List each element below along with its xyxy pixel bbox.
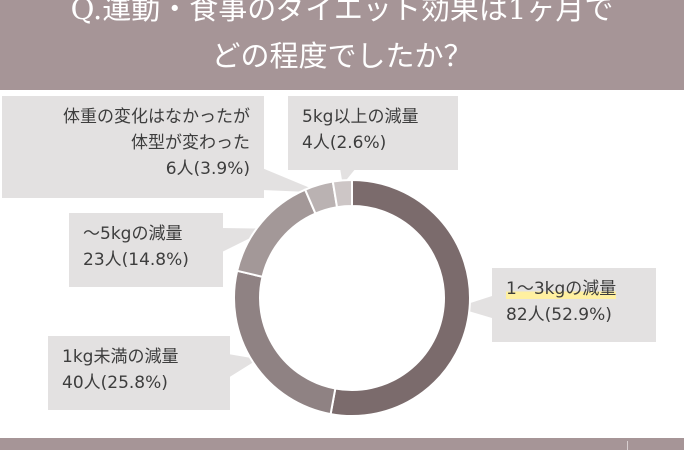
label-5kg-or-more: 5kg以上の減量 4人(2.6%) (288, 96, 458, 170)
label-pointers (222, 168, 492, 378)
label-5kg-or-more-count: 4人(2.6%) (302, 133, 387, 153)
title-banner: Q.運動・食事のダイエット効果は1ヶ月で どの程度でしたか？ (0, 0, 684, 90)
label-under-1kg-name: 1kg未満の減量 (62, 347, 179, 367)
slice-1-3kg (329, 178, 471, 417)
label-no-weight-change-count: 6人(3.9%) (165, 159, 250, 179)
label-no-weight-change-line1: 体重の変化はなかったが (63, 107, 250, 127)
label-1-3kg: 1〜3kgの減量 82人(52.9%) (492, 268, 656, 342)
footer-divider (627, 441, 628, 450)
footer-banner (0, 438, 684, 450)
pointer-no-weight-change (262, 168, 321, 193)
label-under-1kg: 1kg未満の減量 40人(25.8%) (48, 336, 230, 410)
slice-under-1kg (233, 269, 337, 416)
label-under-1kg-count: 40人(25.8%) (62, 373, 168, 393)
label-up-to-5kg: 〜5kgの減量 23人(14.8%) (69, 213, 223, 287)
pointer-1-3kg (456, 296, 492, 318)
label-no-weight-change: 体重の変化はなかったが 体型が変わった 6人(3.9%) (2, 96, 264, 198)
title-line-1: Q.運動・食事のダイエット効果は1ヶ月で (70, 0, 614, 26)
label-up-to-5kg-count: 23人(14.8%) (83, 250, 189, 270)
slice-5kg-or-more (331, 178, 353, 209)
label-1-3kg-count: 82人(52.9%) (506, 305, 612, 325)
label-up-to-5kg-name: 〜5kgの減量 (83, 224, 183, 244)
label-no-weight-change-line2: 体型が変わった (131, 133, 250, 153)
label-5kg-or-more-name: 5kg以上の減量 (302, 107, 419, 127)
title-line-2: どの程度でしたか？ (211, 39, 473, 73)
label-1-3kg-name: 1〜3kgの減量 (506, 279, 617, 299)
donut-slices (233, 178, 471, 417)
